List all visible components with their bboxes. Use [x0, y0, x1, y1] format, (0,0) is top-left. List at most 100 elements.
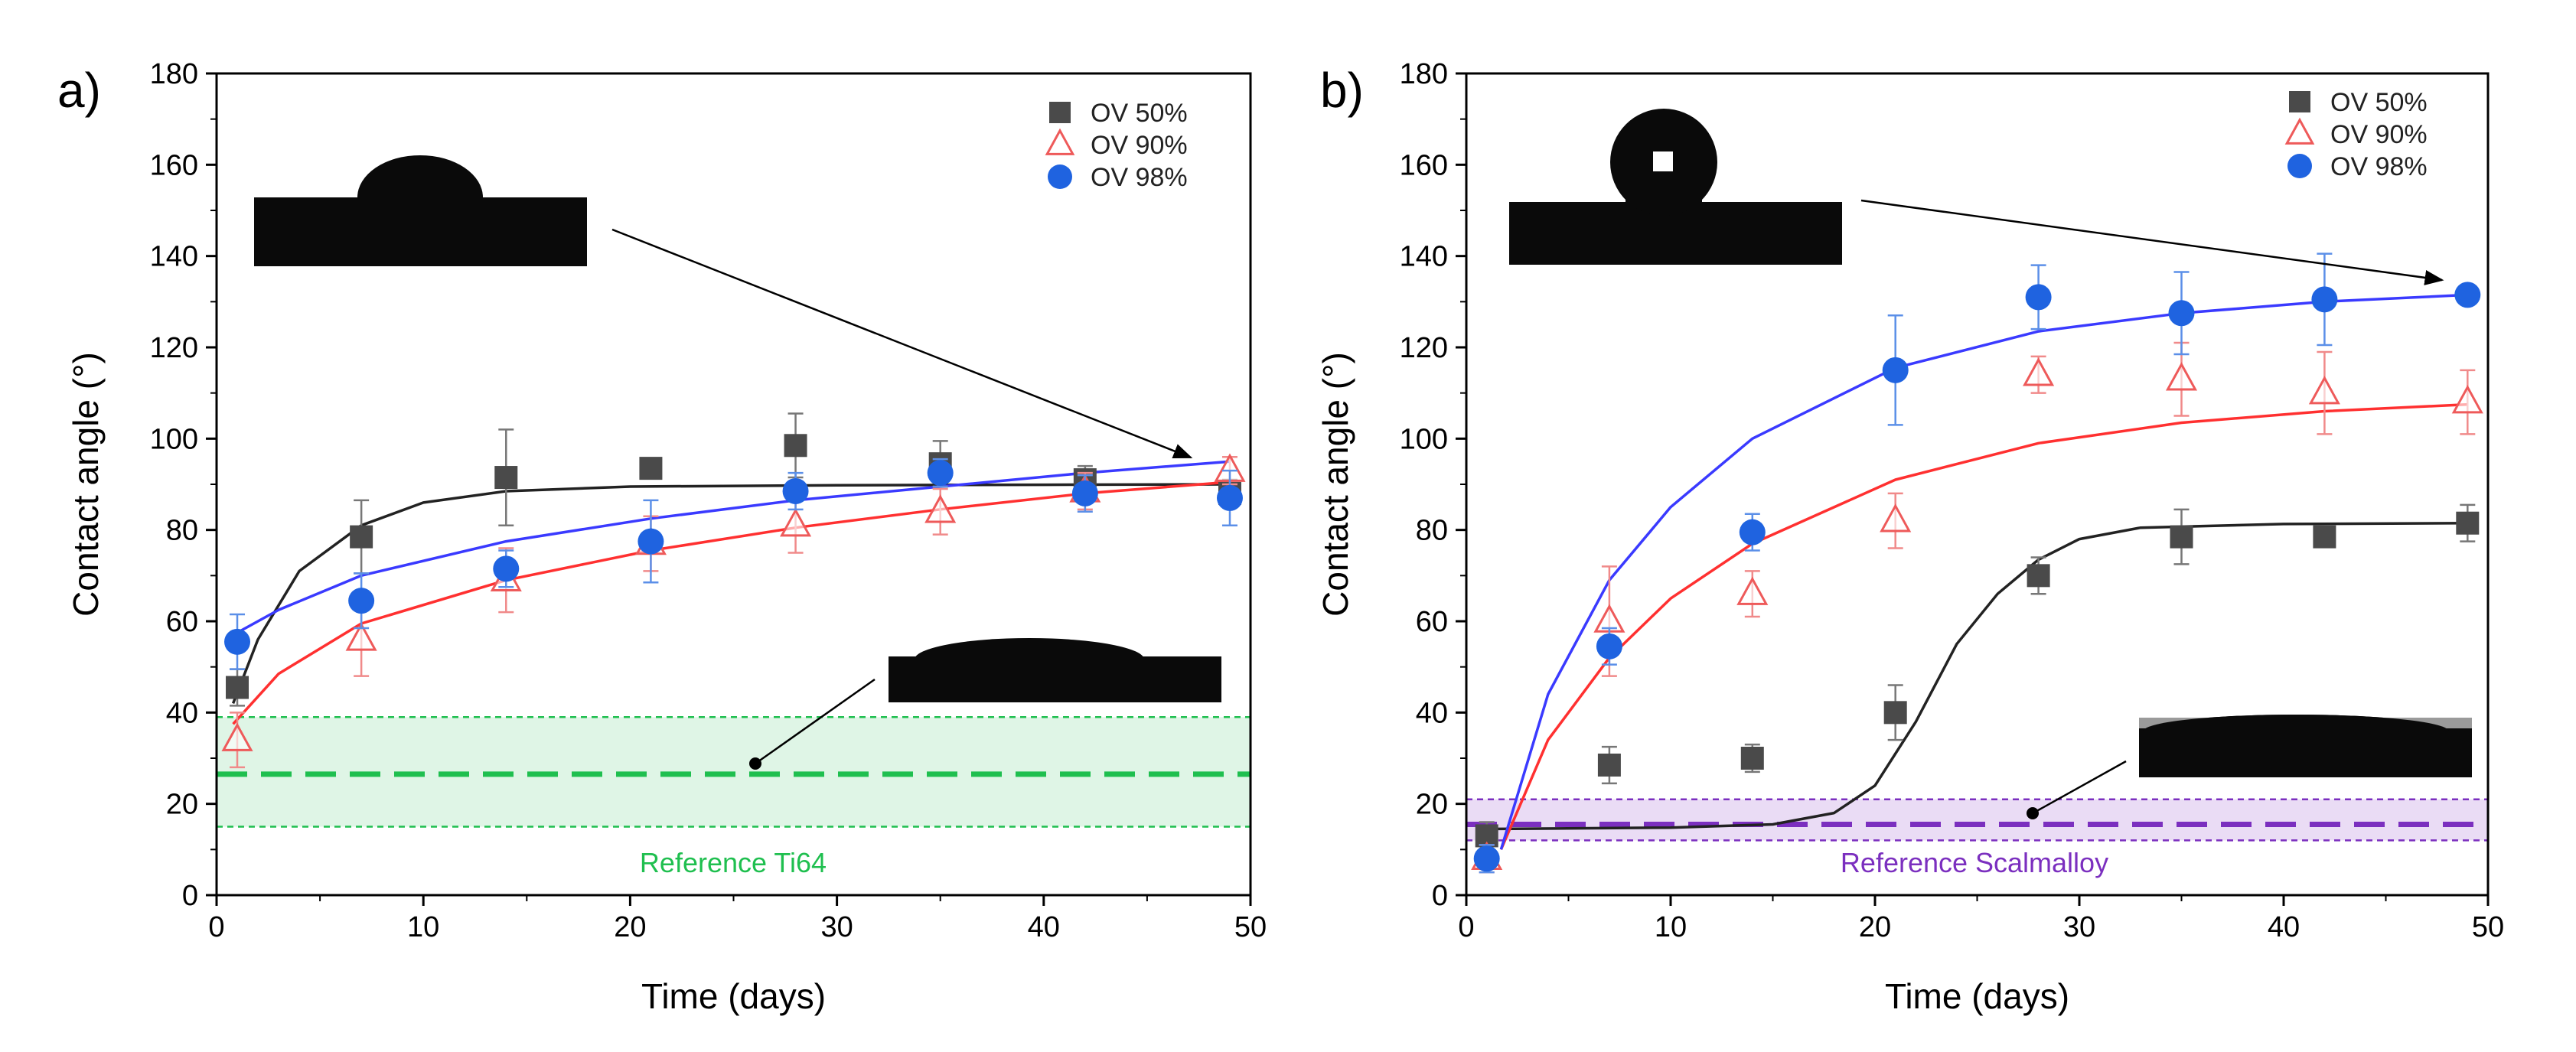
legend-label: OV 90% — [2330, 120, 2428, 149]
x-axis-label: Time (days) — [641, 976, 826, 1016]
point-ov90 — [924, 494, 957, 523]
y-tick-label: 100 — [1400, 423, 1448, 455]
droplet-shape — [2143, 715, 2449, 731]
point-ov50 — [494, 466, 518, 490]
x-tick-label: 50 — [1234, 911, 1267, 943]
point-ov50 — [2170, 525, 2193, 549]
legend: OV 50% OV 90% OV 98% — [2284, 88, 2428, 181]
fit-curve-ov90 — [1499, 402, 2468, 850]
annotation-arrow — [755, 678, 876, 765]
x-tick-label: 30 — [2063, 911, 2095, 943]
point-ov90 — [2308, 376, 2340, 405]
point-ov50 — [1883, 701, 1907, 725]
legend-label: OV 98% — [1091, 163, 1188, 192]
annotation-arrow — [611, 228, 1193, 459]
legend-marker — [1045, 128, 1075, 155]
droplet-neck — [1625, 185, 1702, 208]
x-tick-label: 10 — [407, 911, 439, 943]
y-tick-label: 160 — [1400, 149, 1448, 181]
fit-curve-ov50 — [1486, 521, 2468, 831]
x-axis-label: Time (days) — [1885, 976, 2069, 1016]
annotation-arrow — [2032, 760, 2127, 815]
point-ov98 — [493, 555, 520, 582]
x-tick-label: 20 — [1859, 911, 1891, 943]
legend-marker — [1049, 102, 1071, 123]
y-tick-label: 140 — [1400, 241, 1448, 273]
point-ov98 — [927, 460, 954, 487]
y-tick-label: 80 — [1416, 515, 1448, 547]
legend-label: OV 50% — [2330, 88, 2428, 117]
y-axis-label: Contact angle (°) — [66, 352, 106, 617]
y-tick-label: 0 — [1432, 880, 1448, 912]
legend: OV 50% OV 90% OV 98% — [1045, 99, 1188, 192]
point-ov98 — [348, 588, 375, 614]
point-ov98 — [2454, 282, 2481, 308]
point-ov90 — [1736, 576, 1769, 605]
point-ov50 — [639, 457, 663, 480]
y-tick-label: 40 — [1416, 697, 1448, 729]
point-ov98 — [1882, 357, 1909, 383]
y-tick-label: 0 — [182, 880, 198, 912]
y-tick-label: 120 — [150, 332, 198, 364]
point-ov50 — [1740, 747, 1764, 770]
y-axis-label: Contact angle (°) — [1316, 352, 1355, 617]
y-tick-label: 40 — [166, 697, 198, 729]
x-tick-label: 30 — [820, 911, 853, 943]
point-ov98 — [224, 628, 251, 655]
point-ov90 — [1880, 503, 1912, 533]
legend-marker — [2289, 91, 2310, 112]
annotation-arrow — [1860, 199, 2444, 285]
fit-curve-ov98 — [1499, 293, 2468, 850]
point-ov98 — [2025, 284, 2052, 311]
droplet-image-substrate — [254, 197, 587, 266]
y-tick-label: 20 — [166, 789, 198, 821]
y-tick-label: 60 — [166, 606, 198, 638]
x-tick-label: 50 — [2472, 911, 2504, 943]
legend-label: OV 98% — [2330, 152, 2428, 181]
point-ov90 — [780, 508, 812, 537]
panel-label: b) — [1320, 63, 1364, 118]
point-ov50 — [2313, 525, 2336, 549]
y-tick-label: 180 — [150, 58, 198, 90]
droplet-shape — [357, 155, 483, 197]
x-tick-label: 40 — [2268, 911, 2300, 943]
y-tick-label: 160 — [150, 149, 198, 181]
droplet-image — [254, 155, 587, 266]
point-ov98 — [1739, 519, 1766, 546]
x-tick-label: 40 — [1028, 911, 1060, 943]
legend-label: OV 50% — [1091, 99, 1188, 128]
y-tick-label: 60 — [1416, 606, 1448, 638]
point-ov90 — [221, 722, 253, 751]
droplet-image-substrate — [889, 656, 1221, 702]
annotation-dot — [2027, 807, 2039, 819]
point-ov50 — [1597, 753, 1621, 777]
x-tick-label: 0 — [208, 911, 224, 943]
point-ov50 — [784, 434, 807, 458]
y-tick-label: 120 — [1400, 332, 1448, 364]
y-tick-label: 140 — [150, 241, 198, 273]
point-ov98 — [2168, 300, 2195, 327]
y-tick-label: 100 — [150, 423, 198, 455]
panel-b: Reference Scalmalloy 0 10 20 30 40 50 0 20 40 60 80… — [1316, 58, 2504, 1016]
droplet-image — [889, 638, 1221, 702]
point-ov90 — [2023, 357, 2055, 386]
droplet-image — [2139, 715, 2472, 777]
y-tick-label: 80 — [166, 515, 198, 547]
reference-label: Reference Ti64 — [640, 847, 827, 878]
point-ov50 — [2027, 564, 2050, 588]
point-ov98 — [2311, 286, 2338, 313]
panel-a: Reference Ti64 0 10 20 30 40 50 0 20 40 60 80 100 120… — [57, 58, 1267, 1016]
x-tick-label: 10 — [1655, 911, 1687, 943]
reference-band — [1466, 799, 2488, 841]
point-ov50 — [2456, 511, 2480, 535]
legend-marker — [2287, 154, 2312, 178]
x-tick-label: 20 — [614, 911, 646, 943]
reference-label: Reference Scalmalloy — [1841, 847, 2108, 878]
point-ov98 — [782, 477, 809, 504]
point-ov98 — [1216, 484, 1243, 511]
legend-marker — [2284, 117, 2315, 145]
point-ov98 — [1071, 480, 1098, 506]
point-ov98 — [1473, 845, 1500, 872]
legend-marker — [1048, 164, 1072, 189]
